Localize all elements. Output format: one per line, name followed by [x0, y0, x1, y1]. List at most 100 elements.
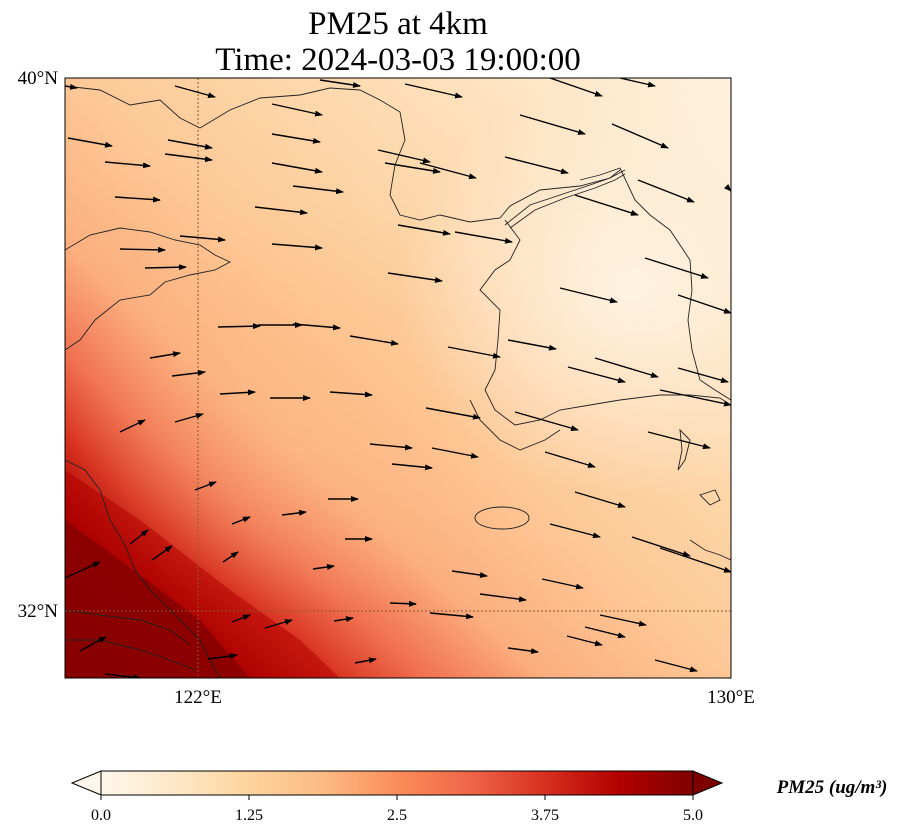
wind-arrow: [65, 83, 78, 90]
wind-arrow: [271, 103, 323, 117]
wind-arrow: [231, 516, 251, 525]
wind-arrow: [389, 600, 417, 607]
wind-arrow: [292, 323, 341, 331]
wind-arrow: [391, 463, 433, 471]
wind-arrow: [271, 133, 321, 144]
wind-arrow: [637, 179, 695, 203]
wind-arrow: [567, 366, 626, 384]
wind-arrow: [312, 564, 335, 570]
colorbar-over-triangle: [692, 770, 724, 796]
map-frame: [64, 77, 732, 679]
lat-tick-40n: 40°N: [18, 68, 59, 89]
colorbar-gradient: [101, 771, 693, 795]
wind-arrow: [264, 619, 293, 629]
wind-arrow: [647, 431, 711, 450]
wind-arrow: [281, 509, 307, 516]
wind-arrow: [504, 156, 569, 175]
wind-arrow: [544, 451, 596, 468]
wind-arrow: [429, 612, 474, 620]
wind-arrow: [144, 264, 187, 271]
wind-arrow: [194, 481, 217, 491]
wind-arrow: [79, 636, 107, 652]
wind-arrow: [119, 419, 146, 433]
wind-arrow: [174, 85, 216, 99]
wind-arrow: [329, 391, 373, 398]
wind-arrow: [594, 357, 659, 378]
wind-arrow: [104, 673, 141, 678]
wind-arrow: [207, 652, 238, 660]
wind-arrow: [292, 185, 344, 195]
wind-arrow: [631, 536, 691, 557]
wind-arrow: [333, 616, 354, 623]
wind-arrow: [271, 243, 323, 251]
map-title-line2: Time: 2024-03-03 19:00:00: [215, 42, 580, 78]
pm25-field: [65, 78, 731, 678]
wind-arrow: [219, 389, 256, 396]
lon-tick-122e: 122°E: [174, 687, 222, 708]
wind-arrow: [574, 194, 639, 216]
wind-arrow: [149, 351, 181, 359]
coastlines: [65, 85, 731, 678]
wind-arrow: [584, 626, 626, 639]
wind-arrow: [507, 647, 539, 655]
wind-arrow: [559, 287, 618, 304]
wind-arrow: [659, 547, 731, 573]
wind-arrow: [174, 413, 204, 423]
colorbar-under-triangle: [70, 770, 102, 796]
colorbar-tick-1: 1.25: [235, 807, 263, 824]
wind-arrow: [354, 657, 377, 664]
wind-arrow: [377, 149, 431, 164]
wind-arrow: [451, 570, 488, 578]
wind-arrow: [644, 257, 709, 279]
wind-arrow: [179, 235, 226, 243]
wind-arrow: [319, 79, 361, 88]
wind-arrow: [619, 78, 656, 88]
wind-arrow: [384, 162, 441, 174]
wind-arrow: [404, 83, 463, 99]
map-title-line1: PM25 at 4km: [308, 6, 488, 42]
wind-arrow: [369, 443, 413, 451]
colorbar-tick-0: 0.0: [91, 807, 111, 824]
wind-arrow: [611, 123, 669, 149]
colorbar-tick-2: 2.5: [387, 807, 407, 824]
wind-arrow: [151, 545, 173, 561]
wind-arrow: [119, 246, 166, 253]
wind-arrow: [654, 659, 698, 673]
wind-arrow: [549, 78, 603, 97]
wind-arrow: [114, 196, 161, 203]
wind-arrow: [659, 389, 731, 407]
wind-arrow: [271, 162, 323, 174]
wind-arrow: [514, 411, 579, 431]
colorbar-tick-4: 5.0: [683, 807, 703, 824]
wind-arrow: [574, 491, 626, 508]
wind-arrow: [425, 407, 481, 420]
wind-arrow: [104, 161, 151, 169]
lat-tick-32n: 32°N: [18, 601, 59, 622]
wind-arrow: [519, 114, 586, 135]
wind-arrow: [507, 339, 557, 351]
wind-arrow: [447, 346, 501, 359]
colorbar-label: PM25 (ug/m³): [776, 777, 888, 798]
wind-arrow: [387, 272, 443, 283]
wind-arrow: [479, 593, 527, 603]
wind-arrow: [397, 224, 451, 236]
wind-arrow: [167, 139, 213, 150]
wind-arrow: [454, 231, 513, 244]
wind-arrow: [254, 206, 308, 216]
wind-arrow: [67, 137, 113, 148]
wind-arrow: [129, 529, 149, 545]
wind-arrow: [349, 335, 399, 346]
wind-arrow: [217, 323, 261, 330]
wind-arrow: [222, 551, 239, 563]
wind-arrow: [164, 153, 213, 163]
colorbar-tick-3: 3.75: [531, 807, 559, 824]
wind-arrow: [541, 578, 584, 590]
wind-arrow: [65, 561, 101, 579]
lon-tick-130e: 130°E: [707, 687, 755, 708]
wind-arrow: [431, 447, 479, 459]
wind-arrow: [599, 614, 647, 627]
wind-arrow: [566, 635, 603, 647]
wind-arrow: [419, 162, 477, 180]
wind-vectors: [65, 78, 731, 678]
